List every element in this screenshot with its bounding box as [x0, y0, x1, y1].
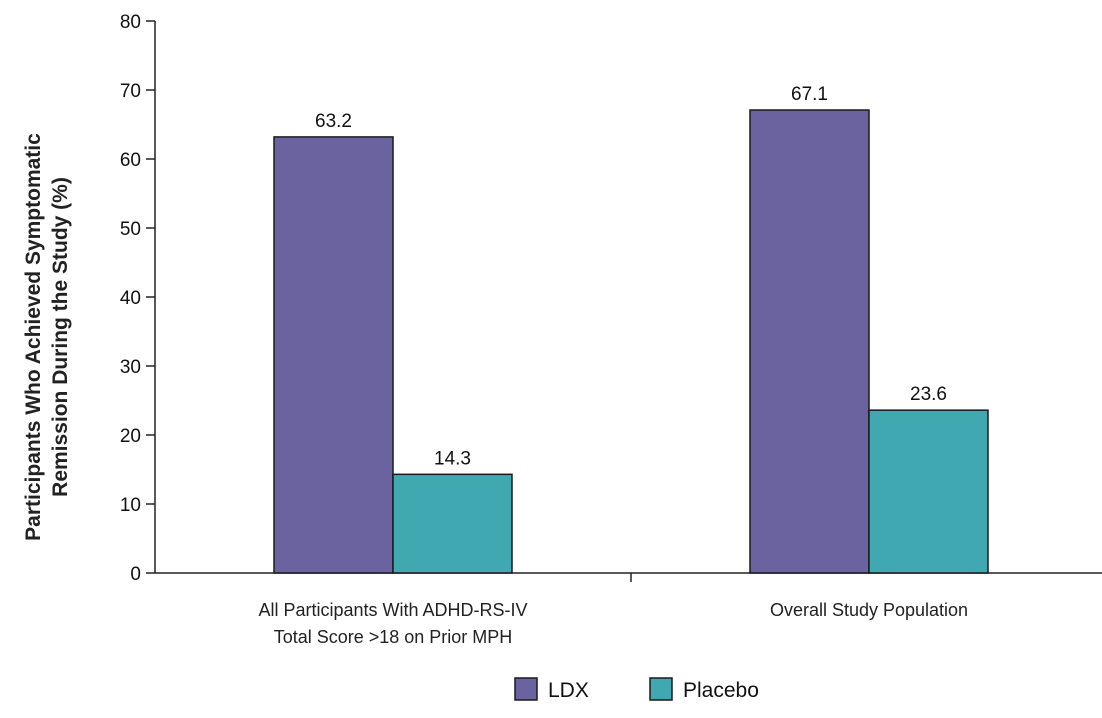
bars: [273, 109, 989, 574]
legend: LDX Placebo: [514, 677, 759, 702]
x-axis: [155, 572, 1102, 582]
data-labels: 63.2 67.1 14.3 23.6: [315, 84, 947, 469]
data-label: 23.6: [910, 384, 947, 405]
y-tick-label: 0: [130, 564, 141, 585]
y-tick-label: 60: [120, 150, 141, 171]
y-tick-label: 80: [120, 12, 141, 33]
bar-ldx-1: [273, 136, 394, 574]
y-axis-label: Participants Who Achieved Symptomatic Rem…: [22, 133, 72, 541]
bar-placebo-2: [868, 409, 989, 574]
y-axis-title-line: Remission During the Study (%): [49, 177, 72, 497]
y-tick-label: 20: [120, 426, 141, 447]
bar-placebo-1: [392, 473, 513, 574]
y-tick-label: 70: [120, 81, 141, 102]
category-label: Overall Study Population: [770, 600, 968, 620]
data-label: 14.3: [434, 448, 471, 469]
category-label: All Participants With ADHD-RS-IV: [258, 600, 527, 620]
legend-label-placebo: Placebo: [683, 679, 759, 702]
category-labels: All Participants With ADHD-RS-IV Total Sc…: [258, 600, 968, 647]
y-tick-label: 30: [120, 357, 141, 378]
y-tick-label: 50: [120, 219, 141, 240]
y-tick-label: 40: [120, 288, 141, 309]
data-label: 63.2: [315, 111, 352, 132]
y-axis-title-line: Participants Who Achieved Symptomatic: [22, 133, 45, 541]
y-axis: 0 10 20 30 40 50 60 70 80: [120, 12, 156, 585]
category-label: Total Score >18 on Prior MPH: [274, 627, 513, 647]
bar-ldx-2: [749, 109, 870, 574]
legend-label-ldx: LDX: [548, 679, 589, 702]
legend-swatch-placebo: [649, 677, 673, 701]
data-label: 67.1: [791, 84, 828, 105]
y-tick-label: 10: [120, 495, 141, 516]
legend-swatch-ldx: [514, 677, 538, 701]
